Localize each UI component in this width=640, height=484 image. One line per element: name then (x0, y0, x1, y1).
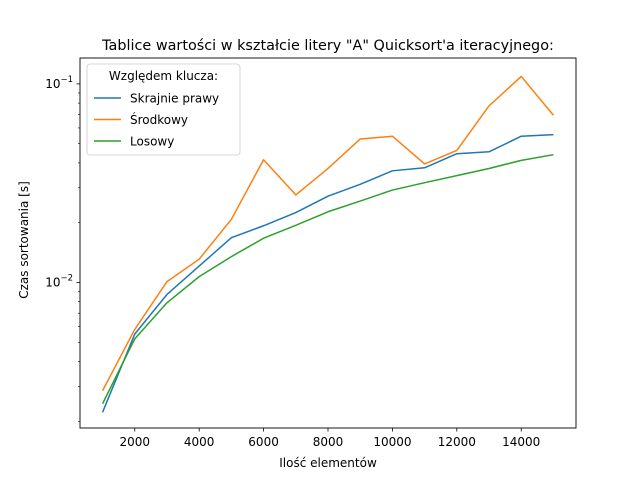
legend-box (86, 63, 241, 156)
x-axis-label: Ilość elementów (279, 456, 377, 470)
plot-area: 2000 4000 6000 8000 10000 12000 14000 10−2 10−1 (45, 75, 555, 449)
series-line-1 (101, 133, 554, 413)
x-tick-label: 8000 (313, 435, 344, 449)
legend-entry: Losowy (130, 135, 174, 149)
x-tick-label: 12000 (438, 435, 476, 449)
x-tick-label: 2000 (119, 435, 150, 449)
series-line-3 (101, 153, 554, 405)
legend-title: Względem klucza: (109, 69, 218, 83)
x-tick-label: 10000 (373, 435, 411, 449)
x-tick-label: 4000 (184, 435, 215, 449)
legend-entry: Skrajnie prawy (130, 92, 219, 106)
x-tick-label: 6000 (248, 435, 279, 449)
axes-frame (79, 57, 577, 429)
y-axis-label: Czas sortowania [s] (17, 181, 31, 299)
y-tick-label: 10−2 (45, 273, 73, 289)
legend: Względem klucza: Skrajnie prawy Środkowy Lo… (86, 63, 241, 156)
chart-title: Tablice wartości w kształcie litery "A" … (101, 38, 554, 54)
series-line-2 (101, 75, 555, 392)
x-tick-label: 14000 (502, 435, 540, 449)
y-tick-label: 10−1 (45, 75, 73, 91)
legend-entry: Środkowy (130, 112, 188, 127)
